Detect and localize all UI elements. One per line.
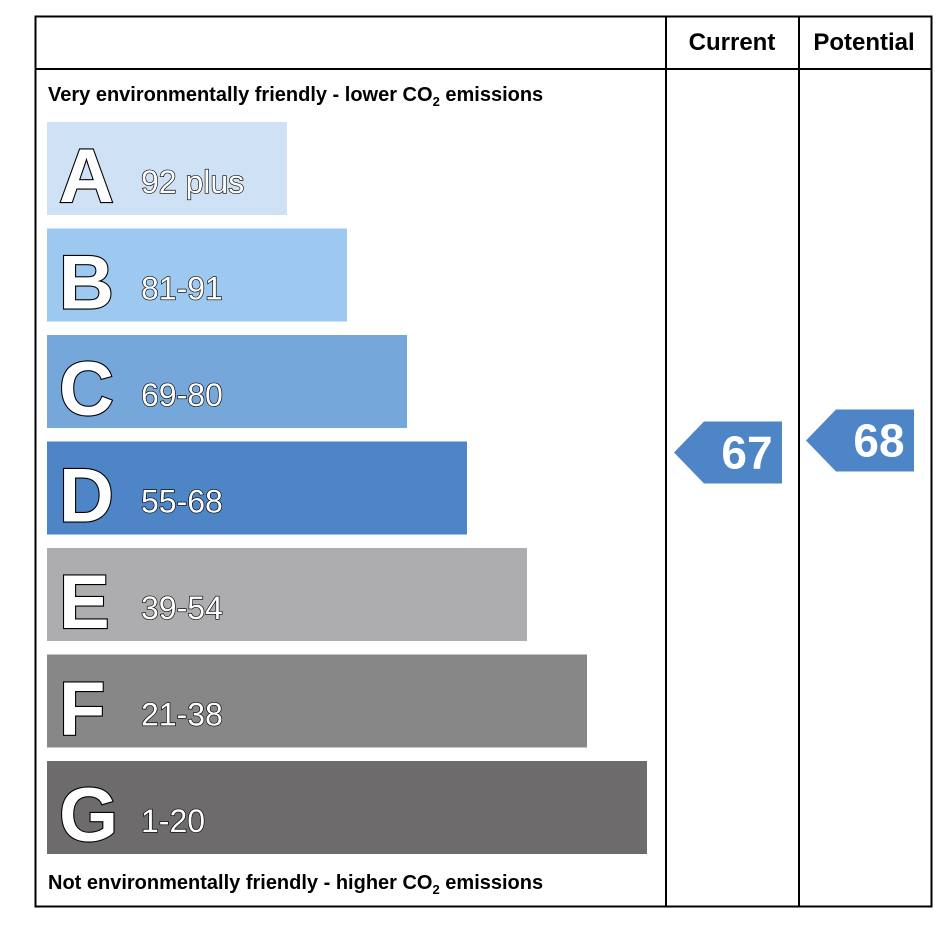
band-range-b: 81-91 xyxy=(141,271,223,307)
band-range-g: 1-20 xyxy=(141,803,205,839)
band-letter-f: F xyxy=(59,667,105,752)
current-rating-marker: 67 xyxy=(674,421,782,484)
band-letter-d: D xyxy=(59,454,114,539)
band-bar-a xyxy=(47,122,287,215)
top-label-tail: emissions xyxy=(440,84,543,106)
potential-rating-marker: 68 xyxy=(806,409,914,472)
band-bar-e xyxy=(47,548,527,641)
header-current: Current xyxy=(689,29,776,56)
potential-rating-marker-arrow xyxy=(806,409,914,472)
band-range-d: 55-68 xyxy=(141,484,223,520)
band-letter-b: B xyxy=(59,241,114,326)
bottom-label-main: Not environmentally friendly - higher CO xyxy=(48,872,433,894)
band-letter-a: A xyxy=(59,134,114,219)
header-potential: Potential xyxy=(813,29,914,56)
band-c: C 69-80 xyxy=(47,335,407,433)
band-f: F 21-38 xyxy=(47,654,587,753)
band-g: G 1-20 xyxy=(47,761,647,859)
bottom-label-sub: 2 xyxy=(433,882,440,897)
current-rating-marker-value: 67 xyxy=(721,427,772,479)
band-letter-c: C xyxy=(59,347,114,432)
band-range-c: 69-80 xyxy=(141,377,223,413)
band-bar-f xyxy=(47,654,587,748)
bottom-label-tail: emissions xyxy=(440,872,543,894)
top-label: Very environmentally friendly - lower CO… xyxy=(48,84,543,109)
top-label-main: Very environmentally friendly - lower CO xyxy=(48,84,433,106)
band-e: E 39-54 xyxy=(47,548,527,646)
band-range-e: 39-54 xyxy=(141,590,223,626)
potential-rating-marker-value: 68 xyxy=(853,415,904,467)
band-letter-e: E xyxy=(59,560,110,645)
current-rating-marker-arrow xyxy=(674,421,782,484)
band-bar-b xyxy=(47,228,347,322)
band-range-a: 92 plus xyxy=(141,164,244,200)
band-bar-g xyxy=(47,761,647,854)
chart-frame xyxy=(34,15,933,908)
top-label-sub: 2 xyxy=(433,94,440,109)
band-bar-d xyxy=(47,441,467,535)
rating-markers: 67 68 xyxy=(674,409,914,484)
band-d: D 55-68 xyxy=(47,441,467,540)
band-bar-c xyxy=(47,335,407,428)
bottom-label: Not environmentally friendly - higher CO… xyxy=(48,872,543,897)
band-a: A 92 plus xyxy=(47,122,287,220)
band-range-f: 21-38 xyxy=(141,697,223,733)
band-letter-g: G xyxy=(59,773,118,858)
rating-bands: A 92 plus B 81-91 C 69-80 D 55-68 E 39-54 F 21-38 G 1… xyxy=(47,122,647,859)
band-b: B 81-91 xyxy=(47,228,347,327)
